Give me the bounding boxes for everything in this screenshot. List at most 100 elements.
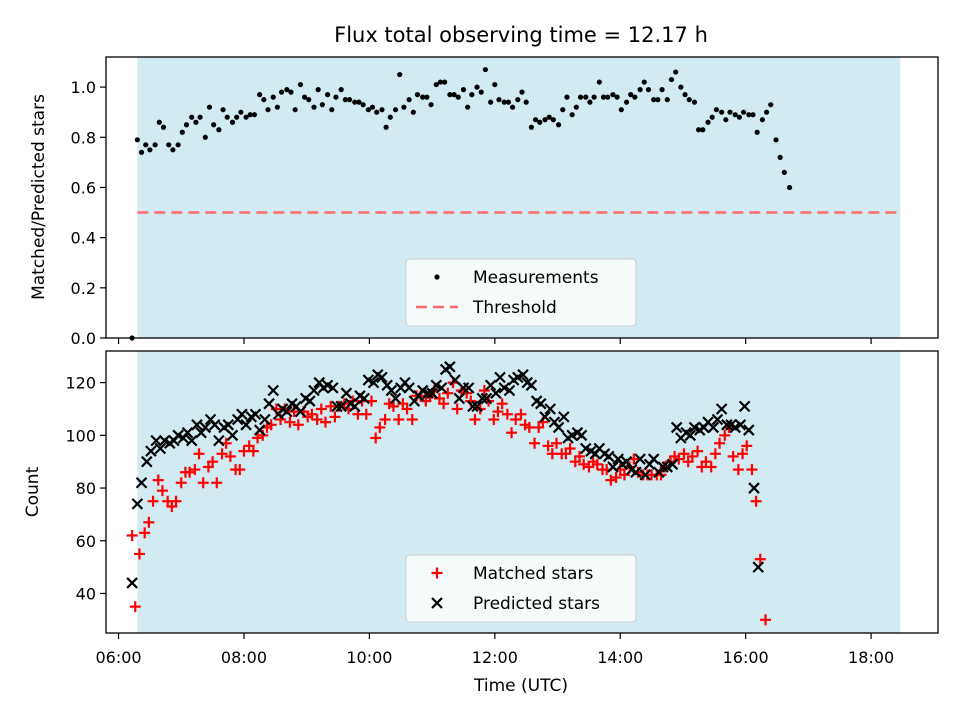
predicted-star-point [208,419,221,431]
measurement-point [596,79,602,85]
measurement-point [397,71,403,78]
predicted-star-point [684,429,697,442]
matched-star-point [501,408,513,420]
predicted-star-point [236,408,248,421]
measurement-point [555,122,562,128]
measurement-point [719,109,725,115]
measurement-point [338,87,344,93]
measurement-point [369,104,376,110]
matched-star-point [591,458,603,470]
count-y-axis-label: Count [23,466,43,517]
measurement-point [387,114,393,120]
predicted-star-point [734,419,747,431]
x-tick-label: 18:00 [848,648,894,667]
matched-star-point [754,553,766,565]
matched-star-point [610,472,622,484]
measurement-point [460,87,467,93]
x-axis: 06:00 08:00 10:00 12:00 14:00 16:00 18:00 [95,633,894,667]
x-axis-label: Time (UTC) [473,676,568,696]
measurement-point [342,97,348,103]
matched-star-point [152,474,164,486]
measurement-point [152,142,158,148]
predicted-star-point [544,403,556,415]
matched-star-point [207,456,219,468]
predicted-star-point [331,400,343,413]
matched-star-point [515,408,527,420]
y-tick-label: 1.0 [71,78,96,97]
predicted-star-point [602,450,615,463]
measurement-point [265,107,271,113]
ratio-panel: 0.0 0.2 0.4 0.6 0.8 1.0 Matched/Predicted sta… [29,56,939,348]
measurement-point [206,104,213,110]
matched-star-point [438,398,450,410]
predicted-star-point [575,429,588,442]
ratio-legend-box [405,258,637,327]
predicted-star-point [435,382,448,394]
matched-star-point [143,516,155,528]
predicted-star-point [480,392,493,405]
measurement-point [143,142,149,148]
measurement-point [610,92,616,98]
predicted-star-point [743,424,755,436]
matched-star-point [750,495,762,507]
predicted-stars-legend-label: Predicted stars [473,594,600,614]
measurement-point [319,102,325,108]
predicted-stars-points [126,361,764,589]
matched-star-point [370,432,382,444]
measurement-point [257,92,263,98]
measurement-point [505,99,512,105]
matched-star-point [506,427,518,439]
predicted-star-point [267,384,280,397]
matched-star-point [406,414,418,426]
measurement-point [156,119,162,125]
measurement-point [410,109,416,115]
measurement-point [768,102,774,108]
measurement-point [777,154,783,160]
measurement-point [160,124,167,130]
predicted-star-point [748,482,760,494]
measurement-point [600,94,607,100]
predicted-star-point [484,379,497,392]
measurement-point [288,89,294,95]
matched-star-point [546,448,558,460]
x-tick-label: 16:00 [723,648,769,667]
measurement-point [713,107,720,113]
y-tick-label: 0.4 [71,229,96,248]
measurement-point [420,94,426,100]
measurement-point [179,129,185,135]
predicted-star-point [711,413,724,426]
y-tick-label: 60 [76,532,96,551]
measurement-points [129,66,793,341]
predicted-star-point [607,461,619,473]
predicted-star-point [721,419,733,431]
measurement-point [746,112,752,118]
predicted-star-point [154,442,167,455]
predicted-star-point [525,379,538,392]
measurement-point [614,94,620,100]
count-y-axis: 40 60 80 100 120 [65,374,106,603]
measurement-point [550,117,556,123]
measurement-point [211,122,217,128]
matched-star-point [189,464,201,476]
predicted-star-point [647,453,660,465]
predicted-star-point [444,361,456,373]
measurement-point [224,114,230,120]
y-tick-label: 0.8 [71,128,96,147]
measurement-point [501,99,507,105]
measurement-point [723,117,729,123]
measurement-point [284,87,290,93]
measurement-point [134,137,140,143]
measurement-point [301,94,308,100]
measurement-point [229,119,236,125]
matched-star-point [284,416,296,428]
count-plot-frame [105,350,939,634]
measurement-point [542,117,548,123]
predicted-star-point [666,458,679,471]
predicted-star-point [376,371,388,384]
measurement-point [329,107,335,113]
predicted-star-point [467,400,479,413]
measurement-point [202,134,208,140]
measurement-point [641,79,647,85]
measurement-point [637,87,643,93]
measurement-point [628,92,634,98]
